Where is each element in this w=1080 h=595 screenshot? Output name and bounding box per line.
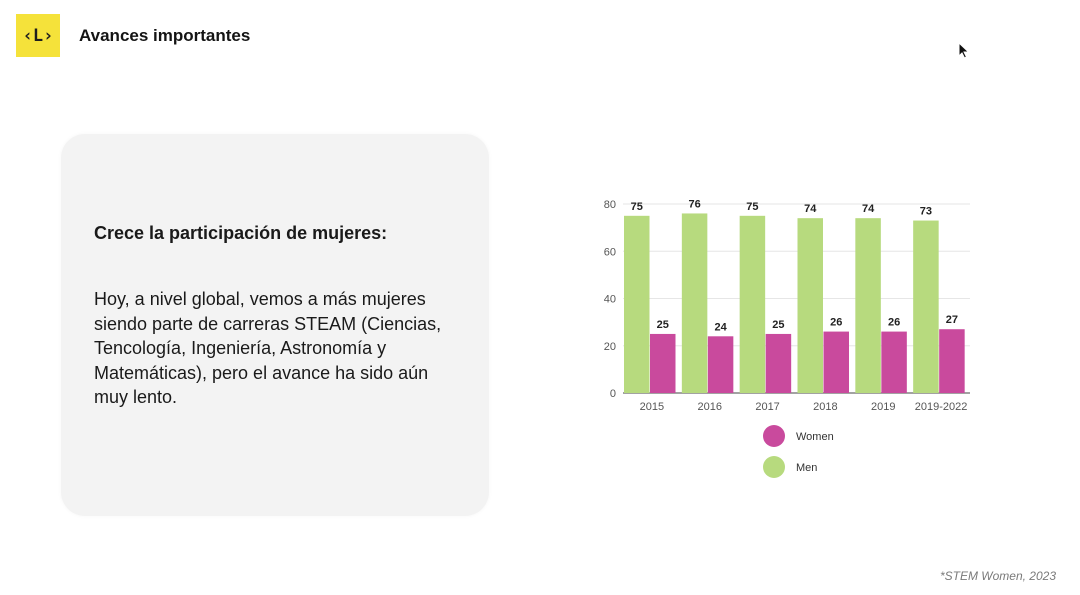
bar-men: [855, 218, 881, 393]
bar-men: [624, 215, 650, 393]
bar-women: [765, 333, 792, 393]
bar-women: [823, 331, 849, 393]
x-tick-label: 2018: [813, 401, 837, 413]
bar-men: [739, 215, 766, 393]
y-tick-label: 80: [604, 199, 616, 211]
legend-label-women: Women: [796, 431, 834, 443]
card-heading: Crece la participación de mujeres:: [94, 223, 388, 243]
legend-label-men: Men: [796, 462, 817, 474]
data-label-men: 73: [920, 206, 932, 218]
data-label-men: 76: [688, 198, 700, 210]
x-tick-label: 2019: [871, 401, 895, 413]
data-label-women: 26: [830, 317, 842, 329]
mouse-cursor-icon: [958, 42, 970, 59]
x-tick-label: 2015: [640, 401, 664, 413]
y-tick-label: 20: [604, 341, 616, 353]
source-citation: *STEM Women, 2023: [939, 569, 1056, 583]
legend-marker-women: [763, 425, 785, 447]
bar-women: [650, 333, 676, 393]
page-title: Avances importantes: [79, 26, 251, 45]
data-label-women: 24: [714, 321, 727, 333]
data-label-women: 27: [946, 314, 958, 326]
bar-women: [707, 336, 734, 393]
bar-women: [939, 329, 965, 393]
data-label-women: 25: [657, 319, 669, 331]
y-tick-label: 60: [604, 246, 616, 258]
x-tick-label: 2017: [755, 401, 779, 413]
card-body-text: Hoy, a nivel global, vemos a más mujeres…: [94, 289, 442, 407]
data-label-men: 75: [746, 201, 758, 213]
bar-men: [913, 220, 939, 393]
y-tick-label: 40: [604, 294, 616, 306]
data-label-men: 74: [804, 203, 817, 215]
data-label-men: 75: [631, 201, 643, 213]
data-label-men: 74: [862, 203, 875, 215]
bar-men: [797, 218, 823, 393]
legend-marker-men: [763, 456, 785, 478]
logo-text: ‹L›: [22, 25, 54, 46]
x-tick-label: 2016: [698, 401, 722, 413]
bar-men: [681, 213, 708, 393]
logo: ‹L›: [16, 14, 60, 57]
data-label-women: 26: [888, 317, 900, 329]
info-card: Crece la participación de mujeres: Hoy, …: [61, 134, 489, 516]
bar-women: [881, 331, 907, 393]
bar-chart: 0 20 40 60 80 75 25 2015 76 24 2016 75 25 2017 74 26 201…: [604, 198, 970, 478]
data-label-women: 25: [772, 319, 784, 331]
y-tick-label: 0: [610, 388, 616, 400]
x-tick-label: 2019-2022: [915, 401, 968, 413]
